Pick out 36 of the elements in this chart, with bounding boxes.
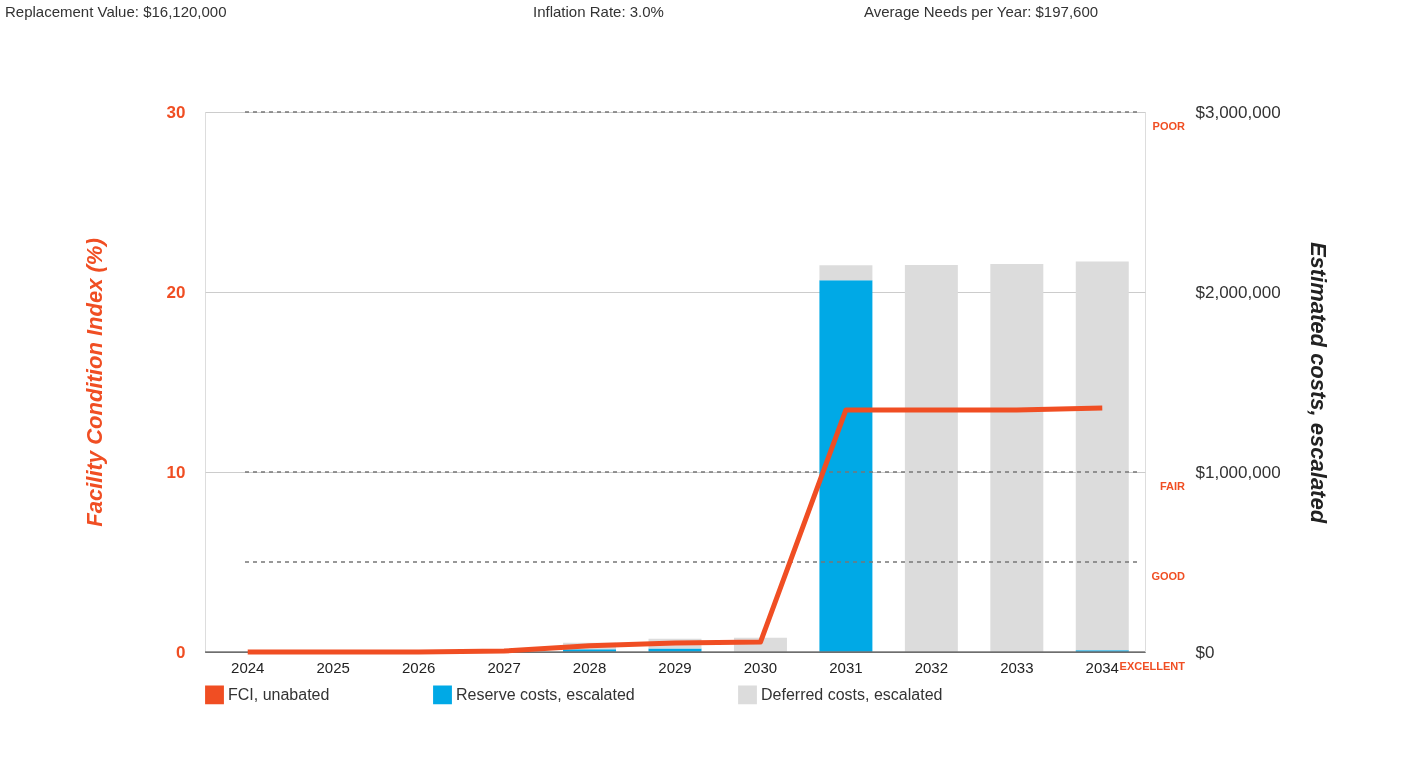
x-tick-label: 2029 (658, 658, 692, 676)
x-tick-label: 2032 (914, 658, 949, 676)
x-tick-label: 2025 (316, 658, 350, 676)
bar (990, 264, 1044, 652)
y-tick-label: 30 (166, 102, 186, 122)
x-tick-label: 2024 (231, 658, 265, 676)
legend-label: Deferred costs, escalated (761, 685, 943, 703)
y-tick-label: 10 (166, 462, 186, 482)
y2-axis-title: Estimated costs, escalated (1305, 241, 1331, 524)
legend-label: FCI, unabated (228, 685, 330, 703)
ref-line-label: EXCELLENT (1119, 660, 1186, 672)
y2-tick-label: $2,000,000 (1195, 282, 1281, 302)
y-axis-title: Facility Condition Index (%) (81, 238, 107, 527)
y2-tick-label: $1,000,000 (1195, 462, 1281, 482)
text: Replacement Value: $16,120,000 (5, 3, 227, 20)
text: Inflation Rate: 3.0% (533, 3, 664, 20)
bar (904, 265, 958, 652)
ref-line-label: POOR (1152, 120, 1186, 132)
ref-line-label: GOOD (1151, 570, 1186, 582)
x-tick-label: 2028 (572, 658, 607, 676)
text: Average Needs per Year: $197,600 (864, 3, 1099, 20)
x-tick-label: 2033 (1000, 658, 1034, 676)
y2-tick-label: $0 (1195, 642, 1215, 662)
bar (819, 265, 873, 281)
x-tick-label: 2031 (829, 658, 863, 676)
y-tick-label: 20 (166, 282, 186, 302)
x-tick-label: 2030 (743, 658, 778, 676)
x-tick-label: 2026 (401, 658, 436, 676)
x-tick-label: 2027 (487, 658, 521, 676)
bar (1075, 261, 1129, 651)
x-tick-label: 2034 (1085, 658, 1119, 676)
bar (819, 280, 873, 652)
legend-label: Reserve costs, escalated (456, 685, 635, 703)
y-tick-label: 0 (176, 642, 186, 662)
y2-tick-label: $3,000,000 (1195, 102, 1281, 122)
ref-line-label: FAIR (1159, 480, 1186, 492)
